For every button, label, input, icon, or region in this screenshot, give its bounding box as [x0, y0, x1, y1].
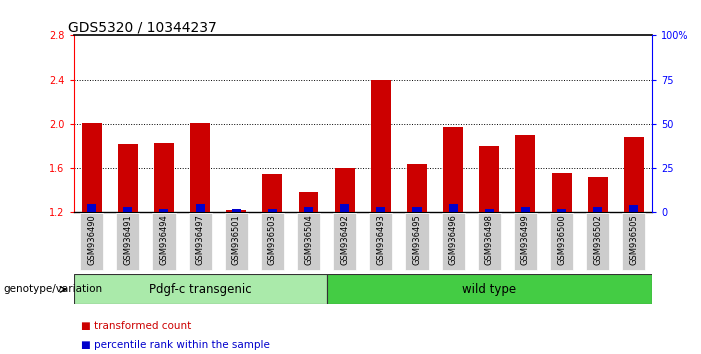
Bar [443, 127, 463, 212]
Bar [624, 137, 644, 212]
Text: GSM936497: GSM936497 [196, 214, 205, 265]
FancyBboxPatch shape [477, 213, 501, 270]
Text: GSM936493: GSM936493 [376, 214, 386, 265]
FancyBboxPatch shape [80, 213, 103, 270]
Text: GDS5320 / 10344237: GDS5320 / 10344237 [68, 20, 217, 34]
Bar [371, 80, 390, 212]
Bar [515, 135, 536, 212]
FancyBboxPatch shape [622, 213, 646, 270]
Text: GSM936490: GSM936490 [87, 214, 96, 265]
FancyBboxPatch shape [74, 274, 327, 304]
Bar [268, 209, 277, 212]
Bar [629, 205, 639, 212]
Bar [412, 207, 421, 212]
Text: GSM936499: GSM936499 [521, 214, 530, 265]
FancyBboxPatch shape [514, 213, 537, 270]
Bar [299, 193, 318, 212]
Bar [159, 209, 168, 212]
Bar [232, 209, 240, 212]
Text: GSM936496: GSM936496 [449, 214, 458, 265]
Text: Pdgf-c transgenic: Pdgf-c transgenic [149, 283, 252, 296]
Text: GSM936498: GSM936498 [485, 214, 494, 265]
FancyBboxPatch shape [327, 274, 652, 304]
Text: GSM936504: GSM936504 [304, 214, 313, 265]
Bar [340, 204, 349, 212]
FancyBboxPatch shape [442, 213, 465, 270]
Bar [196, 204, 205, 212]
Text: GSM936492: GSM936492 [340, 214, 349, 265]
Text: genotype/variation: genotype/variation [4, 284, 102, 295]
Text: ■ percentile rank within the sample: ■ percentile rank within the sample [81, 341, 269, 350]
Bar [123, 207, 132, 212]
Bar [557, 209, 566, 212]
Bar [479, 146, 499, 212]
Bar [587, 177, 608, 212]
Text: GSM936501: GSM936501 [232, 214, 240, 265]
Bar [376, 207, 386, 212]
FancyBboxPatch shape [586, 213, 609, 270]
Text: wild type: wild type [462, 283, 517, 296]
Bar [485, 209, 494, 212]
Bar [552, 173, 571, 212]
Text: GSM936505: GSM936505 [629, 214, 639, 265]
Text: GSM936495: GSM936495 [412, 214, 421, 265]
FancyBboxPatch shape [116, 213, 139, 270]
Text: GSM936502: GSM936502 [593, 214, 602, 265]
Text: GSM936494: GSM936494 [159, 214, 168, 265]
FancyBboxPatch shape [405, 213, 428, 270]
Bar [335, 168, 355, 212]
Text: ■ transformed count: ■ transformed count [81, 321, 191, 331]
FancyBboxPatch shape [261, 213, 284, 270]
Bar [262, 174, 283, 212]
Bar [304, 207, 313, 212]
FancyBboxPatch shape [333, 213, 356, 270]
Bar [154, 143, 174, 212]
Text: GSM936491: GSM936491 [123, 214, 132, 265]
Bar [521, 207, 530, 212]
Bar [87, 204, 96, 212]
FancyBboxPatch shape [152, 213, 175, 270]
Bar [82, 123, 102, 212]
Bar [449, 204, 458, 212]
Text: GSM936503: GSM936503 [268, 214, 277, 265]
Bar [190, 123, 210, 212]
FancyBboxPatch shape [550, 213, 573, 270]
Bar [226, 210, 246, 212]
FancyBboxPatch shape [297, 213, 320, 270]
FancyBboxPatch shape [189, 213, 212, 270]
Bar [118, 144, 138, 212]
FancyBboxPatch shape [369, 213, 393, 270]
Bar [593, 207, 602, 212]
FancyBboxPatch shape [225, 213, 248, 270]
Bar [407, 164, 427, 212]
Text: GSM936500: GSM936500 [557, 214, 566, 265]
